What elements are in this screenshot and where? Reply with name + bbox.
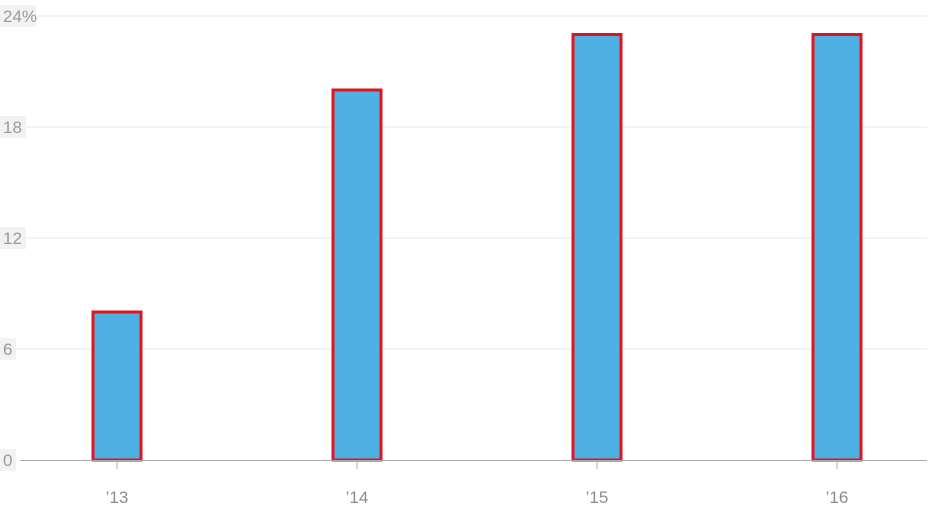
x-tick-label-2: ’15 [586,488,609,507]
y-tick-text-18: 18 [3,118,22,137]
gridlines [0,15,927,350]
y-axis-tick-labels: 0 6 12 18 24% [0,5,37,471]
y-tick-label-bg-24 [0,5,36,27]
y-tick-text-0: 0 [3,451,12,470]
y-tick-label-12: 12 [0,227,26,249]
y-tick-label-6: 6 [0,338,16,360]
x-axis-ticks [116,460,838,469]
y-tick-text-24: 24% [3,7,37,26]
y-tick-label-bg-18 [0,116,26,138]
x-tick-label-1: ’14 [346,488,369,507]
bar-0 [91,310,143,462]
x-axis-tick-labels: ’13 ’14 ’15 ’16 [106,488,849,507]
y-tick-label-bg-6 [0,338,16,360]
y-tick-label-bg-12 [0,227,26,249]
bar-1 [331,88,383,462]
bar-2 [571,33,623,462]
y-tick-text-12: 12 [3,229,22,248]
bars [91,33,863,462]
y-tick-label-24: 24% [0,5,37,27]
y-tick-label-18: 18 [0,116,26,138]
bar-3 [811,33,863,462]
x-tick-label-0: ’13 [106,488,129,507]
x-tick-label-3: ’16 [826,488,849,507]
y-tick-label-0: 0 [0,449,16,471]
y-tick-text-6: 6 [3,340,12,359]
y-tick-label-bg-0 [0,449,16,471]
